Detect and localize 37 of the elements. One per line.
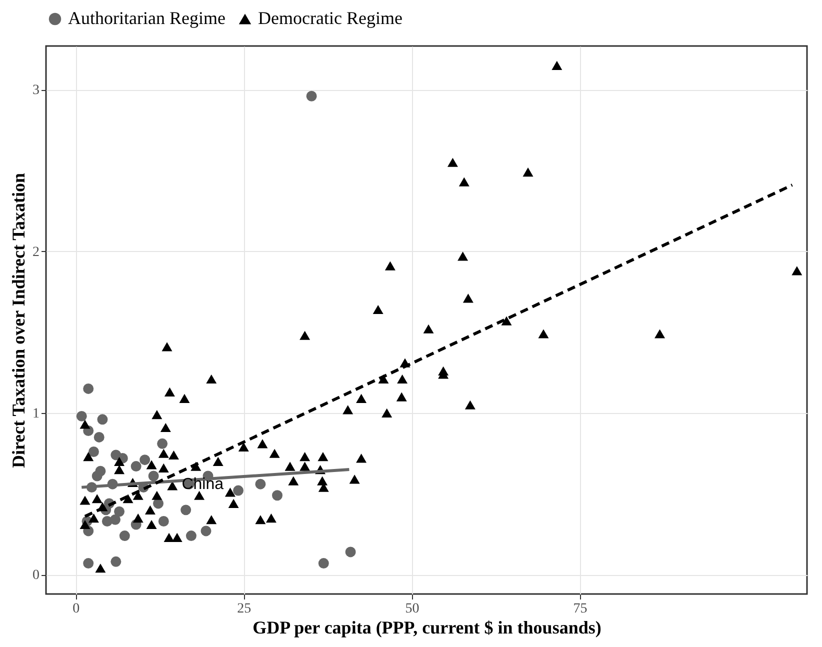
point [88,446,99,457]
x-axis-title: GDP per capita (PPP, current $ in thousands) [252,618,602,638]
point [186,530,196,542]
point [158,516,169,526]
y-tick-label: 2 [32,244,40,260]
point [200,526,212,536]
point [233,485,244,496]
point [306,90,317,102]
y-tick-label: 1 [32,406,40,422]
legend-label: Authoritarian Regime [68,8,226,28]
point [76,410,87,422]
point [272,490,282,501]
point [83,558,94,569]
x-tick-label: 75 [573,602,588,616]
point [110,514,120,525]
point [180,504,192,516]
y-tick-label: 0 [32,568,40,584]
x-tick-label: 50 [405,602,420,616]
point [110,556,122,567]
point [148,470,159,482]
point [97,414,108,425]
point [140,454,150,466]
point [255,478,266,490]
point [114,506,125,517]
point [94,432,104,442]
point [157,438,168,449]
legend-label: Democratic Regime [258,8,402,28]
point [83,383,94,394]
point [318,558,329,569]
point [119,530,130,542]
y-axis-title: Direct Taxation over Indirect Taxation [8,172,28,468]
y-tick-label: 3 [32,83,40,98]
x-tick-label: 0 [72,602,80,616]
point [345,546,356,558]
point [130,461,142,472]
point [92,470,102,482]
x-tick-label: 25 [237,602,252,616]
